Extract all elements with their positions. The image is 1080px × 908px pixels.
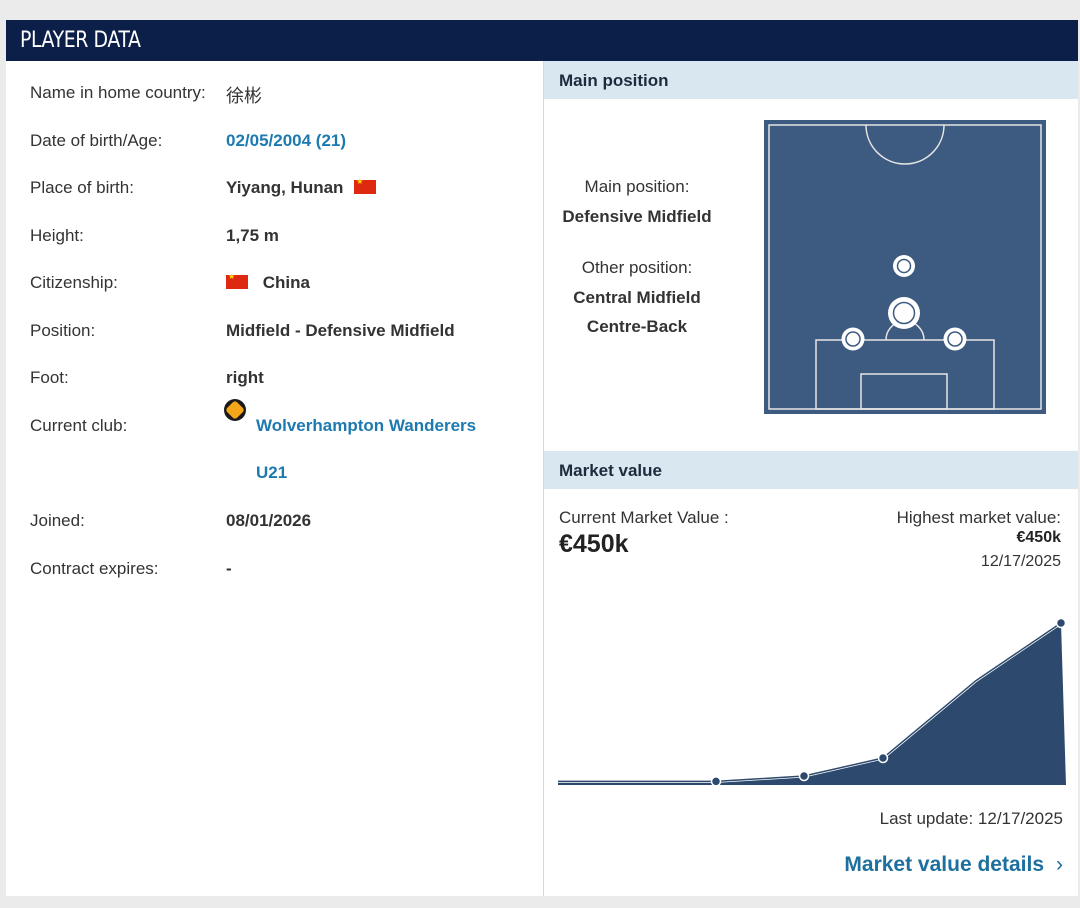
- pitch-center-circle: [865, 124, 945, 165]
- label-foot: Foot:: [30, 368, 69, 387]
- current-market-value-label: Current Market Value :: [559, 508, 729, 527]
- label-home-name: Name in home country:: [30, 83, 206, 102]
- market-value-details-link[interactable]: Market value details ›: [844, 853, 1063, 877]
- marker-ring: [892, 301, 916, 325]
- china-flag-icon: [354, 177, 377, 194]
- position-marker-central-midfield: [893, 255, 915, 277]
- highest-market-value: €450k: [1016, 529, 1062, 546]
- other-position-value-1: Central Midfield: [573, 288, 701, 307]
- chart-point[interactable]: [877, 752, 889, 764]
- player-data-card: PLAYER DATA Name in home country: 徐彬 Dat…: [6, 20, 1078, 896]
- label-current-club: Current club:: [30, 416, 128, 435]
- card-title: PLAYER DATA: [20, 28, 141, 53]
- position-marker-defensive-midfield: [888, 297, 920, 329]
- main-position-value: Defensive Midfield: [562, 207, 712, 226]
- value-club-team-link[interactable]: U21: [256, 463, 288, 482]
- market-value-section-title: Market value: [559, 461, 662, 480]
- market-value-section-header: Market value: [544, 451, 1078, 489]
- value-club-link[interactable]: Wolverhampton Wanderers: [256, 416, 477, 435]
- position-marker-centre-back-left: [841, 327, 865, 351]
- chart-point[interactable]: [1055, 617, 1066, 629]
- market-value-details-text: Market value details: [844, 853, 1044, 876]
- pitch-diagram: [764, 120, 1046, 414]
- marker-ring: [896, 258, 912, 274]
- chevron-right-icon: ›: [1056, 853, 1063, 876]
- other-position-value-2: Centre-Back: [586, 317, 688, 336]
- wolves-crest-icon[interactable]: [224, 399, 246, 421]
- label-citizenship: Citizenship:: [30, 273, 118, 292]
- marker-ring: [947, 331, 963, 347]
- chart-line: [558, 622, 1062, 783]
- value-dob-link[interactable]: 02/05/2004 (21): [226, 131, 347, 150]
- position-marker-centre-back-right: [943, 327, 967, 351]
- birthplace-text: Yiyang, Hunan: [226, 178, 344, 197]
- column-divider: [543, 61, 544, 896]
- label-birthplace: Place of birth:: [30, 178, 134, 197]
- chart-point[interactable]: [798, 770, 810, 782]
- market-value-chart[interactable]: [558, 595, 1066, 790]
- goal-area: [860, 373, 948, 410]
- citizenship-text: China: [262, 273, 310, 292]
- label-height: Height:: [30, 226, 84, 245]
- label-contract-expires: Contract expires:: [30, 559, 159, 578]
- main-position-section-title: Main position: [559, 71, 669, 90]
- value-height: 1,75 m: [226, 226, 279, 245]
- highest-market-value-date: 12/17/2025: [980, 553, 1061, 570]
- value-joined: 08/01/2026: [226, 511, 312, 530]
- china-flag-icon: [226, 272, 248, 289]
- value-foot: right: [226, 368, 264, 387]
- main-position-section-header: Main position: [544, 61, 1078, 99]
- marker-ring: [845, 331, 861, 347]
- card-header: PLAYER DATA: [6, 20, 1078, 61]
- main-position-label: Main position:: [584, 177, 690, 196]
- last-update-text: Last update: 12/17/2025: [879, 809, 1063, 828]
- value-contract-expires: -: [226, 559, 232, 578]
- value-position: Midfield - Defensive Midfield: [226, 321, 455, 340]
- label-dob: Date of birth/Age:: [30, 131, 163, 150]
- chart-point[interactable]: [710, 776, 722, 787]
- chart-area-fill: [558, 623, 1066, 785]
- value-citizenship: China: [226, 272, 310, 293]
- other-position-label: Other position:: [581, 258, 693, 277]
- current-market-value: €450k: [559, 530, 629, 558]
- label-joined: Joined:: [30, 511, 85, 530]
- value-birthplace: Yiyang, Hunan: [226, 177, 377, 198]
- highest-market-value-label: Highest market value:: [896, 508, 1061, 527]
- value-home-name: 徐彬: [226, 86, 262, 106]
- label-position: Position:: [30, 321, 96, 340]
